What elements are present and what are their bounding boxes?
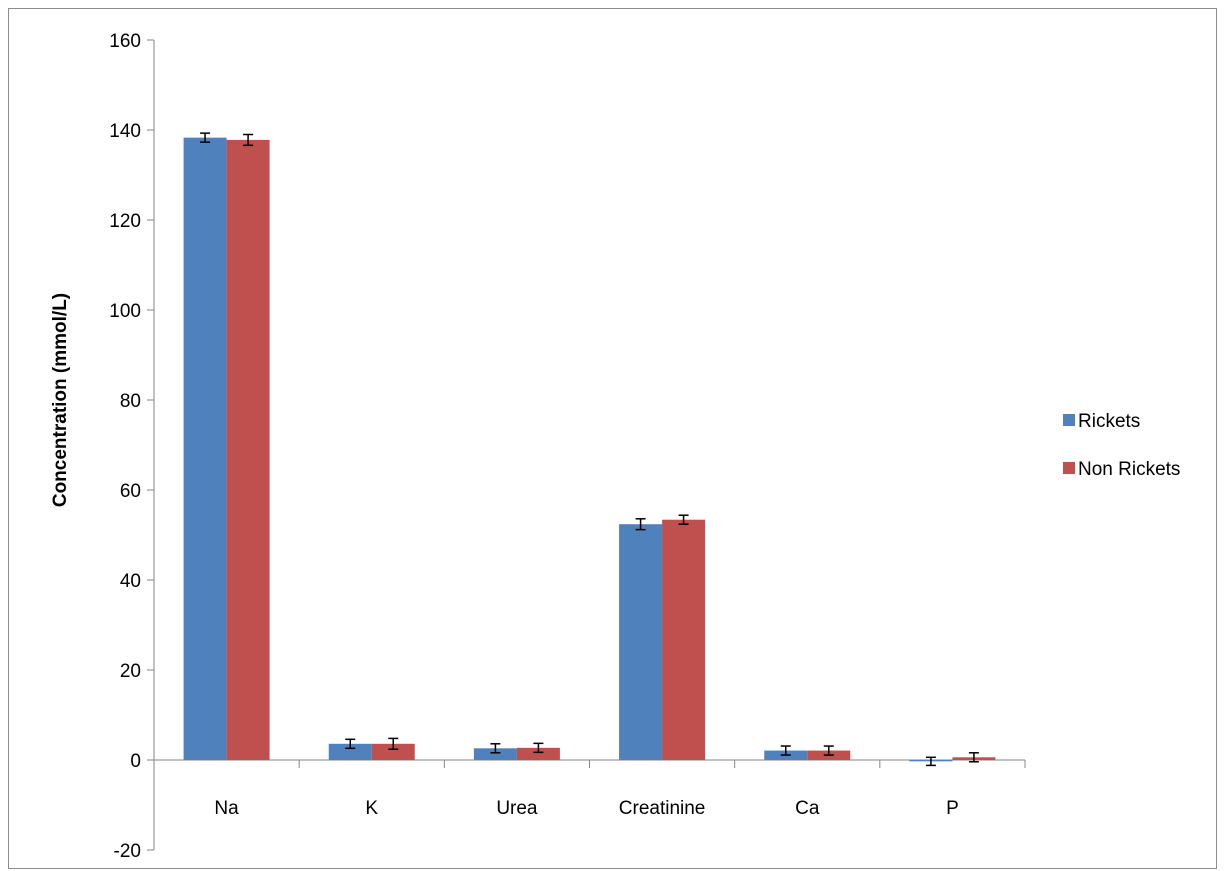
error-bar xyxy=(823,745,834,756)
y-tick-label: 100 xyxy=(109,301,141,322)
y-axis-title: Concentration (mmol/L) xyxy=(50,293,71,507)
error-bar xyxy=(678,514,689,525)
error-bars xyxy=(200,132,979,767)
error-bar xyxy=(345,738,356,750)
error-bar xyxy=(200,132,211,143)
y-tick-label: 60 xyxy=(120,481,141,502)
error-bar xyxy=(388,737,399,750)
y-tick-label: -20 xyxy=(114,841,141,862)
bar-rickets-na xyxy=(183,137,227,760)
error-bar xyxy=(968,752,979,763)
y-tick-label: 20 xyxy=(120,661,141,682)
legend-label-non-rickets: Non Rickets xyxy=(1078,459,1180,480)
bar-non-rickets-na xyxy=(226,139,270,760)
legend-label-rickets: Rickets xyxy=(1078,411,1140,432)
axes xyxy=(147,39,1026,851)
error-bar xyxy=(533,742,544,754)
legend-swatch-non-rickets xyxy=(1063,462,1075,474)
error-bar xyxy=(925,756,936,767)
bar-rickets-creatinine xyxy=(619,524,663,760)
bar-non-rickets-k xyxy=(371,743,415,760)
x-tick-label: Creatinine xyxy=(619,798,706,819)
y-tick-label: 160 xyxy=(109,31,141,52)
y-tick-label: 120 xyxy=(109,211,141,232)
y-tick-label: 80 xyxy=(120,391,141,412)
bars xyxy=(183,137,996,762)
y-tick-label: 40 xyxy=(120,571,141,592)
x-tick-labels: Na K Urea Creatinine Ca P xyxy=(214,798,958,819)
bar-non-rickets-creatinine xyxy=(662,519,706,760)
y-tick-label: 0 xyxy=(130,751,141,772)
x-tick-label: Na xyxy=(214,798,239,819)
error-bar xyxy=(780,745,791,756)
legend-swatch-rickets xyxy=(1063,414,1075,426)
x-tick-label: Urea xyxy=(496,798,538,819)
error-bar xyxy=(243,133,254,147)
x-tick-label: P xyxy=(946,798,959,819)
bar-rickets-k xyxy=(328,743,372,760)
legend: Rickets Non Rickets xyxy=(1063,411,1180,480)
x-tick-label: Ca xyxy=(795,798,820,819)
error-bar xyxy=(635,518,646,531)
bar-non-rickets-urea xyxy=(516,747,560,760)
y-tick-label: 140 xyxy=(109,121,141,142)
x-tick-label: K xyxy=(365,798,378,819)
error-bar xyxy=(490,743,501,754)
bar-rickets-urea xyxy=(473,748,517,760)
y-tick-labels: -20 0 20 40 60 80 100 120 140 160 xyxy=(109,31,141,862)
